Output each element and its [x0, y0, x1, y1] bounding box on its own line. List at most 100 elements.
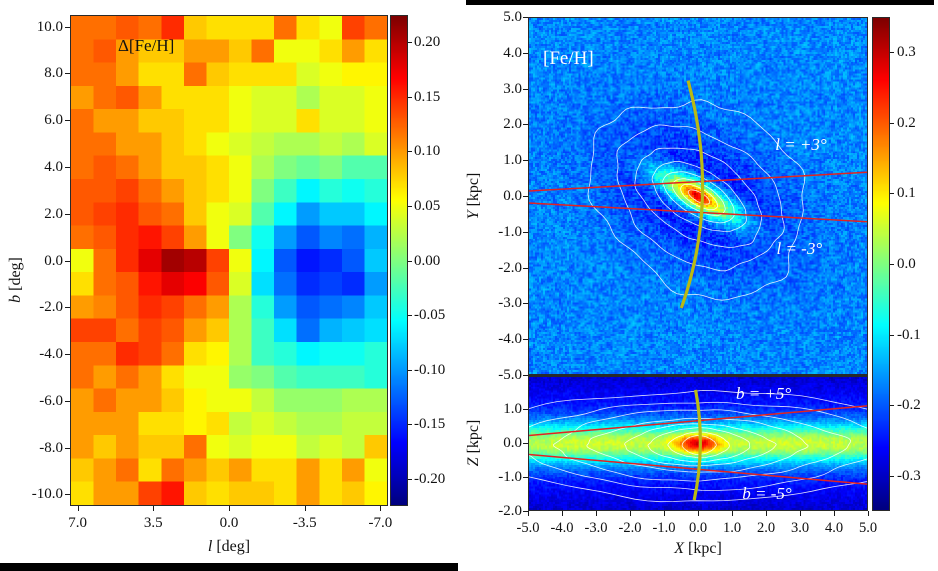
xy-yaxis-label-var: Y	[465, 210, 482, 220]
tick-mark	[304, 506, 306, 511]
tick-mark	[523, 409, 528, 410]
tick-mark	[523, 267, 528, 269]
tick-label: -0.05	[414, 307, 446, 324]
tick-mark	[890, 193, 894, 195]
tick-label: 3.0	[503, 80, 522, 97]
tick-mark	[523, 88, 528, 90]
tick-label: 0.00	[414, 252, 441, 269]
tick-mark	[890, 475, 894, 477]
overlay-path	[680, 184, 718, 211]
delta-feh-heatmap-canvas	[71, 16, 387, 505]
tick-label: 0.05	[414, 197, 441, 214]
tick-label: 5.0	[503, 9, 522, 25]
tick-label: -3.0	[498, 295, 522, 312]
overlay-path	[587, 99, 806, 301]
tick-label: 3.0	[790, 520, 810, 536]
panel-delta-feh-lb	[70, 15, 388, 506]
tick-mark	[890, 264, 894, 265]
tick-mark	[800, 511, 801, 516]
tick-label: 4.0	[44, 158, 63, 175]
overlay-path	[679, 80, 705, 309]
tick-mark	[65, 213, 70, 215]
tick-label: 8.0	[44, 65, 63, 82]
tick-mark	[732, 511, 733, 516]
tick-mark	[523, 124, 528, 126]
overlay-path	[634, 147, 763, 248]
tick-label: -3.0	[584, 520, 608, 536]
tick-mark	[664, 511, 665, 516]
tick-label: 0.2	[897, 114, 916, 131]
tick-label: 7.0	[68, 515, 87, 531]
tick-mark	[65, 494, 70, 496]
tick-mark	[523, 477, 528, 478]
tick-label: 10.0	[36, 18, 63, 35]
tick-label: -0.1	[897, 326, 921, 343]
tick-mark	[65, 260, 70, 262]
tick-mark	[380, 506, 382, 511]
tick-label: -5.0	[498, 367, 522, 383]
overlay-path	[647, 427, 751, 463]
tick-label: -1.0	[498, 223, 522, 240]
right-colorbar	[872, 17, 890, 511]
tick-mark	[523, 511, 528, 512]
tick-mark	[523, 375, 528, 376]
tick-mark	[65, 166, 70, 168]
tick-label: 0.0	[688, 520, 708, 536]
tick-mark	[408, 260, 412, 262]
tick-label: -7.0	[368, 515, 393, 531]
tick-mark	[890, 52, 894, 54]
tick-label: -0.20	[414, 470, 446, 487]
tick-mark	[523, 52, 528, 54]
right-colorbar-canvas	[873, 18, 889, 510]
tick-mark	[65, 447, 70, 449]
overlay-path	[692, 389, 702, 501]
panel-feh-xy: l = +3° l = -3°	[528, 17, 868, 375]
tick-mark	[153, 506, 155, 511]
tick-label: -2.0	[498, 259, 522, 276]
tick-label: -4.0	[550, 520, 574, 536]
tick-mark	[528, 511, 529, 516]
left-colorbar-canvas	[391, 16, 407, 505]
tick-mark	[65, 26, 70, 28]
panel-feh-xz: b = +5° b = -5°	[528, 375, 868, 511]
tick-mark	[523, 160, 528, 162]
tick-label: 4.0	[503, 44, 522, 61]
tick-label: 2.0	[44, 205, 63, 222]
tick-label: 4.0	[824, 520, 844, 536]
tick-mark	[65, 120, 70, 122]
tick-mark	[766, 511, 767, 516]
feh-xy-field-canvas	[529, 18, 867, 374]
tick-label: -0.10	[414, 361, 446, 378]
tick-mark	[890, 122, 894, 124]
tick-mark	[523, 443, 528, 444]
overlay-path	[529, 401, 867, 492]
overlay-path	[624, 423, 777, 467]
overlay-path	[672, 178, 726, 216]
tick-mark	[408, 315, 412, 317]
crop-artifact-top-bar	[466, 0, 934, 5]
tick-label: -6.0	[39, 392, 63, 409]
tick-mark	[65, 307, 70, 309]
tick-mark	[65, 73, 70, 75]
overlay-path	[662, 171, 735, 224]
tick-label: 0.15	[414, 88, 441, 105]
tick-label: 0.0	[503, 435, 522, 451]
tick-label: 0.1	[897, 185, 916, 202]
tick-label: -0.2	[897, 397, 921, 414]
tick-label: -0.3	[897, 467, 921, 484]
overlay-path	[616, 124, 785, 272]
left-xaxis-label: l [deg]	[208, 538, 250, 556]
tick-mark	[408, 205, 412, 207]
tick-label: 0.0	[503, 188, 522, 204]
tick-label: 6.0	[44, 112, 63, 129]
right-xaxis-label-var: X	[674, 540, 685, 557]
tick-mark	[229, 506, 230, 511]
tick-mark	[77, 506, 79, 511]
xz-yaxis-label-var: Z	[465, 457, 482, 467]
tick-mark	[698, 511, 699, 516]
tick-mark	[630, 511, 631, 516]
tick-label: -10.0	[31, 486, 63, 503]
sightline-label: l = -3°	[776, 238, 823, 258]
sightline-label: b = -5°	[742, 484, 792, 504]
